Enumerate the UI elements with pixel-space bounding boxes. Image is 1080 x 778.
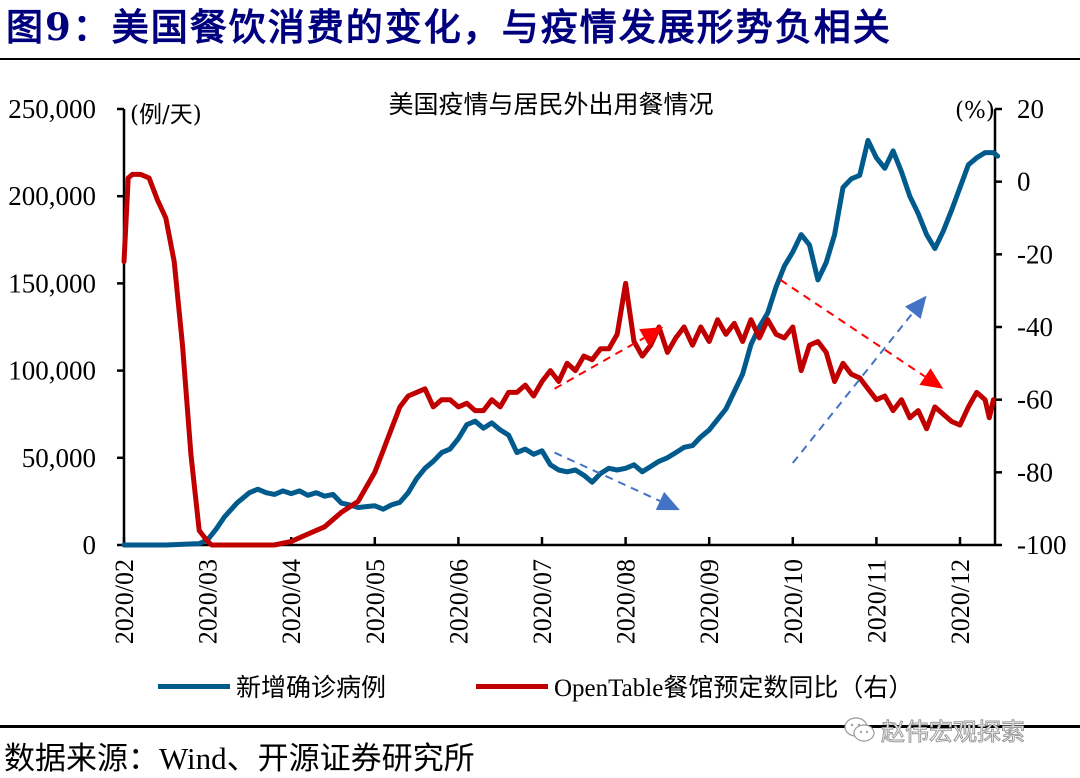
x-tick-label: 2020/12: [946, 559, 975, 644]
left-tick-label: 150,000: [8, 268, 96, 298]
x-tick-label: 2020/05: [361, 559, 390, 644]
data-source: 数据来源：Wind、开源证券研究所: [4, 741, 475, 776]
chart-title: 美国疫情与居民外出用餐情况: [388, 90, 713, 119]
x-tick-label: 2020/07: [528, 559, 557, 644]
trend-arrow-head-icon: [655, 491, 680, 511]
axes: 250,000 200,000 150,000 100,000 50,000 0 20 0 -2…: [8, 94, 1066, 644]
trend-arrow-head-icon: [919, 368, 944, 389]
x-tick-label: 2020/03: [194, 559, 223, 644]
cases-line: [121, 137, 1001, 548]
series-layer: [121, 137, 1001, 548]
legend-item-cases: 新增确诊病例: [158, 668, 386, 704]
left-tick-label: 50,000: [22, 443, 96, 473]
right-tick-label: 0: [1017, 167, 1031, 197]
left-tick-label: 0: [83, 530, 97, 560]
trend-arrows: [554, 278, 944, 511]
left-tick-label: 100,000: [8, 356, 96, 386]
top-rule: [0, 58, 1080, 60]
opentable-line: [121, 171, 996, 548]
x-tick-label: 2020/09: [695, 559, 724, 644]
right-axis-unit: (%): [955, 98, 995, 124]
line-chart: 250,000 200,000 150,000 100,000 50,000 0 20 0 -2…: [8, 90, 1066, 644]
trend-arrow-head-icon: [639, 327, 664, 347]
trend-arrow-line: [554, 451, 661, 502]
left-axis-unit: (例/天): [130, 102, 202, 128]
trend-arrow-head-icon: [905, 295, 927, 320]
x-tick-label: 2020/10: [779, 559, 808, 644]
x-tick-label: 2020/04: [277, 559, 306, 644]
legend-label-opentable: OpenTable餐馆预定数同比（右）: [554, 675, 914, 702]
x-tick-label: 2020/02: [110, 559, 139, 644]
cases-swatch-icon: [158, 683, 230, 689]
left-tick-label: 200,000: [8, 181, 96, 211]
opentable-swatch-icon: [476, 683, 548, 689]
right-tick-label: -80: [1017, 457, 1053, 487]
legend-item-opentable: OpenTable餐馆预定数同比（右）: [476, 668, 913, 704]
trend-arrow-line: [554, 337, 645, 390]
watermark: 赵伟宏观探索: [843, 712, 1026, 747]
right-tick-label: -40: [1017, 312, 1053, 342]
left-tick-label: 250,000: [8, 94, 96, 124]
x-tick-label: 2020/08: [612, 559, 641, 644]
bottom-rule: [0, 725, 1080, 728]
right-tick-label: 20: [1017, 94, 1044, 124]
right-tick-label: -100: [1017, 530, 1067, 560]
right-tick-label: -60: [1017, 385, 1053, 415]
wechat-icon: [844, 716, 875, 742]
x-tick-label: 2020/06: [444, 559, 473, 644]
trend-arrow-line: [779, 278, 926, 378]
watermark-text: 赵伟宏观探索: [881, 718, 1026, 747]
legend-label-cases: 新增确诊病例: [236, 675, 387, 702]
trend-arrow-line: [792, 312, 914, 464]
right-tick-label: -20: [1017, 239, 1053, 269]
x-tick-label: 2020/11: [862, 559, 891, 643]
figure-title: 图9：美国餐饮消费的变化，与疫情发展形势负相关: [6, 5, 892, 49]
